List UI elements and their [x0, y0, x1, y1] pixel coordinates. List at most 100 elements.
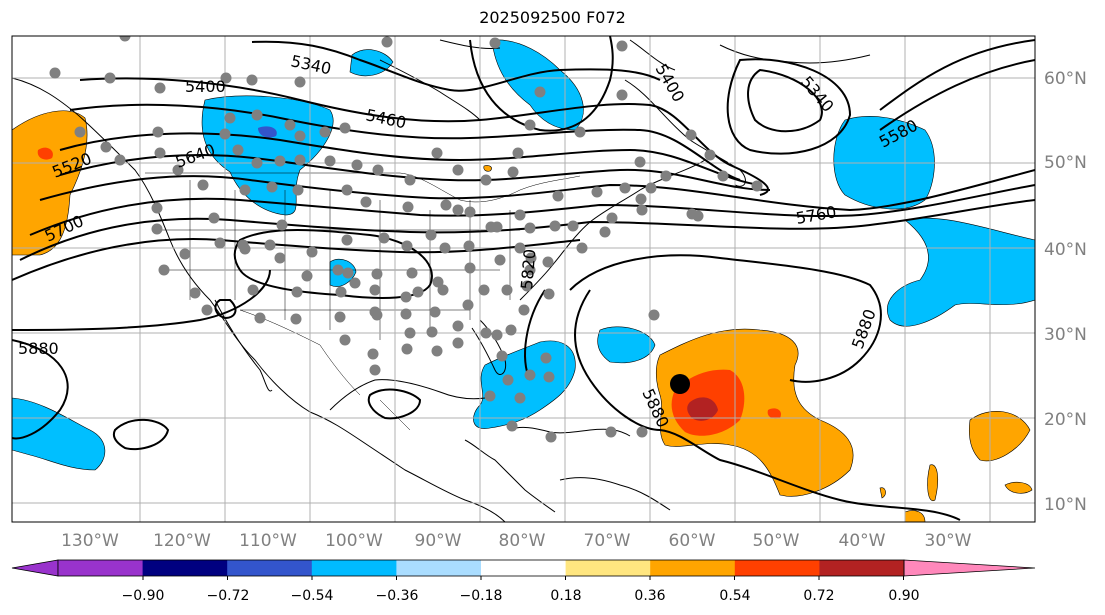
colorbar-tick-label: −0.36: [376, 588, 419, 604]
station-dot: [521, 280, 533, 292]
station-dot: [291, 286, 303, 298]
station-dot: [464, 262, 476, 274]
station-dot: [301, 270, 313, 282]
station-dot: [306, 246, 318, 258]
colorbar-tick-label: −0.90: [122, 588, 165, 604]
station-dot: [201, 304, 213, 316]
station-dot: [525, 252, 537, 264]
colorbar-segment: [481, 560, 567, 576]
colorbar-segment: [311, 560, 397, 576]
colorbar-ticks: −0.90 −0.72 −0.54 −0.36 −0.18 0.18 0.36 …: [122, 588, 920, 604]
station-dot: [717, 170, 729, 182]
station-dot: [645, 182, 657, 194]
station-dot: [179, 248, 191, 260]
station-dot: [264, 239, 276, 251]
longitude-labels: 130°W 120°W 110°W 100°W 90°W 80°W 70°W 6…: [61, 531, 972, 551]
station-dot: [480, 174, 492, 186]
station-dot: [189, 287, 201, 299]
station-dot: [616, 40, 628, 52]
station-dot: [514, 392, 526, 404]
station-dot: [332, 264, 344, 276]
station-dot: [494, 254, 506, 266]
colorbar-tick-label: −0.54: [291, 588, 334, 604]
station-dot: [576, 242, 588, 254]
station-dot: [404, 327, 416, 339]
station-dot: [324, 155, 336, 167]
station-dot: [605, 426, 617, 438]
station-dot: [284, 119, 296, 131]
station-dot: [290, 313, 302, 325]
colorbar-low-extend: [11, 559, 59, 577]
extreme-positive-anomaly: [687, 397, 718, 421]
station-dot: [339, 122, 351, 134]
station-dot: [437, 284, 449, 296]
station-dot: [341, 184, 353, 196]
station-dot: [524, 369, 536, 381]
station-dot: [464, 206, 476, 218]
station-dot: [401, 240, 413, 252]
station-dot: [567, 220, 579, 232]
station-dot: [360, 196, 372, 208]
station-dot: [512, 147, 524, 159]
lat-label: 60°N: [1044, 69, 1087, 89]
station-dot: [599, 226, 611, 238]
station-dot: [197, 179, 209, 191]
station-dot: [489, 37, 501, 49]
colorbar-segment: [58, 560, 144, 576]
contour-label: 5880: [18, 339, 59, 358]
station-dot: [514, 209, 526, 221]
station-dot: [381, 36, 393, 48]
station-dot: [440, 199, 452, 211]
station-dot: [686, 208, 698, 220]
station-dot: [439, 242, 451, 254]
strong-negative-anomaly: [258, 126, 277, 138]
station-dot: [462, 299, 474, 311]
contour-label: 5820: [517, 248, 539, 290]
station-dot: [294, 154, 306, 166]
station-dot: [151, 223, 163, 235]
station-dot: [74, 126, 86, 138]
station-dot: [219, 128, 231, 140]
station-dot: [591, 186, 603, 198]
lon-label: 40°W: [839, 531, 886, 551]
station-dot: [431, 345, 443, 357]
negative-anomaly-regions: [12, 39, 1035, 471]
station-dot: [237, 239, 249, 251]
station-dot: [524, 222, 536, 234]
station-dot: [505, 324, 517, 336]
lon-label: 50°W: [753, 531, 800, 551]
colorbar-tick-label: −0.18: [460, 588, 503, 604]
lat-label: 40°N: [1044, 240, 1087, 260]
contour-label: 5340: [289, 51, 333, 78]
station-dot: [636, 426, 648, 438]
station-dot: [369, 364, 381, 376]
station-dot: [685, 129, 697, 141]
station-dot: [104, 72, 116, 84]
station-dot: [294, 76, 306, 88]
station-dot: [349, 277, 361, 289]
station-dot: [452, 204, 464, 216]
storm-center-marker: [670, 374, 690, 394]
lat-label: 30°N: [1044, 325, 1087, 345]
colorbar-segment: [565, 560, 651, 576]
lon-label: 70°W: [584, 531, 631, 551]
station-dot: [247, 284, 259, 296]
contour-label: 5400: [185, 77, 226, 96]
lon-label: 80°W: [499, 531, 546, 551]
map-title: 2025092500 F072: [479, 8, 626, 27]
station-dot: [334, 311, 346, 323]
height-contours: [12, 36, 1035, 521]
contour-label: 5460: [364, 105, 408, 132]
station-dot: [372, 164, 384, 176]
station-dot: [378, 232, 390, 244]
colorbar-segment: [650, 560, 736, 576]
station-dot: [429, 306, 441, 318]
station-dot: [484, 390, 496, 402]
lon-label: 90°W: [415, 531, 462, 551]
colorbar: [11, 559, 1036, 580]
lat-label: 10°N: [1044, 495, 1087, 515]
station-dot: [294, 130, 306, 142]
colorbar-tick-label: 0.18: [550, 588, 581, 604]
station-dot: [274, 155, 286, 167]
station-dot: [172, 164, 184, 176]
